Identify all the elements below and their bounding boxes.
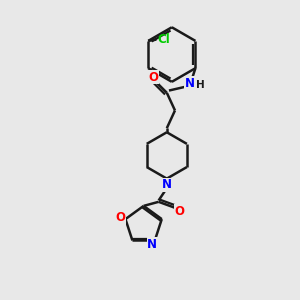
Text: O: O: [116, 211, 126, 224]
Text: Cl: Cl: [158, 33, 170, 46]
Text: N: N: [147, 238, 157, 251]
Text: O: O: [175, 205, 184, 218]
Text: N: N: [162, 178, 172, 191]
Text: N: N: [185, 77, 195, 90]
Text: O: O: [148, 71, 158, 84]
Text: H: H: [196, 80, 205, 90]
